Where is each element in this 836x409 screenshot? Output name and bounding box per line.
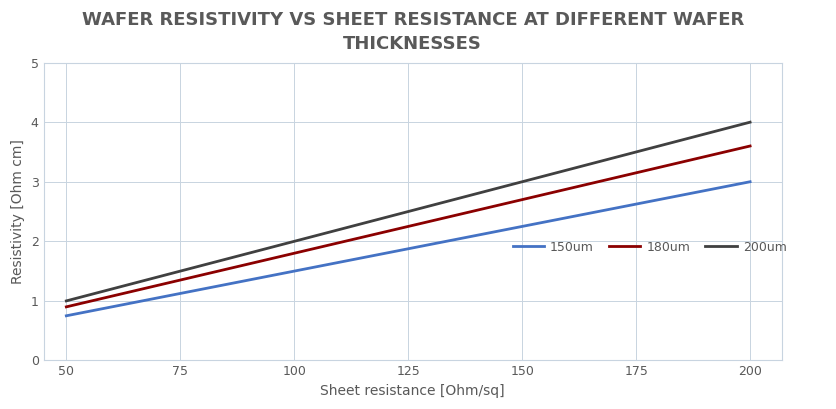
150um — [64, 313, 74, 318]
200um — [637, 148, 647, 153]
180um — [744, 144, 754, 148]
200um — [61, 299, 71, 303]
180um — [468, 209, 478, 213]
Title: WAFER RESISTIVITY VS SHEET RESISTANCE AT DIFFERENT WAFER
THICKNESSES: WAFER RESISTIVITY VS SHEET RESISTANCE AT… — [82, 11, 743, 53]
180um — [466, 209, 476, 214]
X-axis label: Sheet resistance [Ohm/sq]: Sheet resistance [Ohm/sq] — [320, 384, 504, 398]
200um — [466, 193, 476, 198]
Legend: 150um, 180um, 200um: 150um, 180um, 200um — [507, 236, 791, 259]
Line: 180um: 180um — [66, 146, 749, 307]
Line: 150um: 150um — [66, 182, 749, 316]
180um — [479, 206, 489, 211]
180um — [681, 159, 691, 164]
150um — [681, 192, 691, 197]
180um — [61, 304, 71, 309]
200um — [468, 192, 478, 197]
150um — [466, 234, 476, 239]
150um — [637, 200, 647, 205]
200um — [681, 137, 691, 142]
Y-axis label: Resistivity [Ohm cm]: Resistivity [Ohm cm] — [11, 139, 25, 284]
150um — [479, 231, 489, 236]
180um — [637, 169, 647, 174]
200um — [64, 298, 74, 303]
180um — [64, 304, 74, 309]
200um — [479, 189, 489, 194]
200um — [744, 120, 754, 125]
150um — [468, 234, 478, 238]
150um — [744, 179, 754, 184]
Line: 200um: 200um — [66, 122, 749, 301]
150um — [61, 313, 71, 318]
